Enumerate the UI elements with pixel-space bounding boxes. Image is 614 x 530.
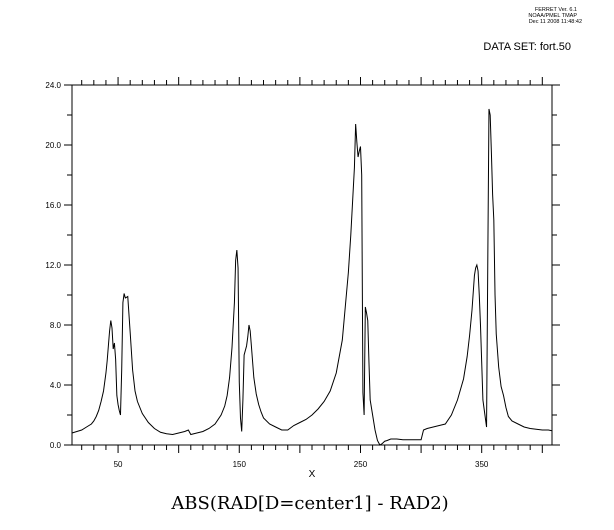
x-tick-label: 350 (475, 460, 489, 469)
x-tick-label: 150 (233, 460, 247, 469)
y-tick-label: 12.0 (45, 261, 61, 270)
dataset-label: DATA SET: fort.50 (483, 41, 571, 53)
y-tick-label: 8.0 (50, 321, 62, 330)
y-tick-labels: 0.0 4.0 8.0 12.0 16.0 20.0 24.0 (45, 81, 61, 450)
y-tick-label: 16.0 (45, 201, 61, 210)
y-tick-label: 20.0 (45, 141, 61, 150)
axis-ticks (64, 77, 560, 453)
x-axis-label: X (309, 469, 316, 480)
chart-title: ABS(RAD[D=center1] - RAD2) (170, 493, 448, 514)
y-tick-label: 4.0 (50, 381, 62, 390)
timestamp-label: Dec 11 2008 11:48:42 (529, 19, 582, 25)
y-tick-label: 24.0 (45, 81, 61, 90)
y-tick-label: 0.0 (50, 441, 62, 450)
institution-label: NOAA/PMEL TMAP (528, 13, 577, 19)
data-series-line (71, 108, 553, 446)
program-label: FERRET Ver. 6.1 (535, 7, 577, 13)
x-tick-label: 250 (354, 460, 368, 469)
x-tick-label: 50 (114, 460, 123, 469)
x-tick-labels: 50 150 250 350 (114, 460, 489, 469)
plot-frame (71, 84, 553, 446)
